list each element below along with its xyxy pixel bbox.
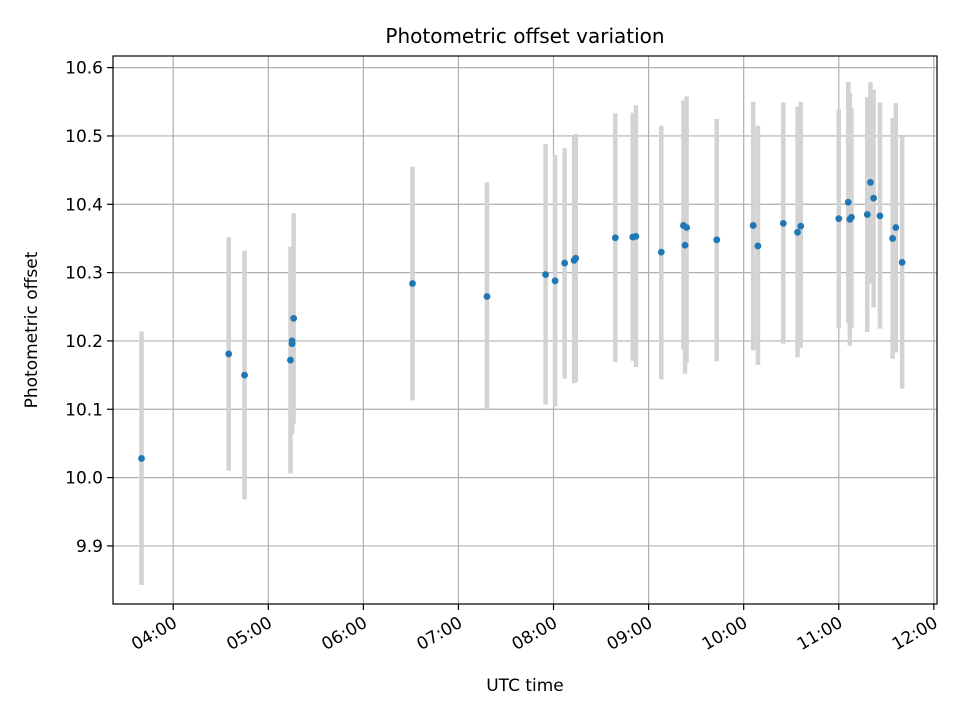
- data-point: [863, 211, 871, 218]
- y-tick-label: 10.0: [65, 469, 103, 489]
- data-point: [749, 222, 757, 229]
- data-point: [892, 224, 900, 231]
- data-point: [683, 224, 691, 231]
- data-point: [870, 194, 878, 202]
- data-point: [713, 236, 721, 244]
- data-point: [561, 259, 569, 267]
- data-point: [898, 258, 906, 266]
- data-point: [876, 212, 884, 220]
- data-point: [754, 242, 762, 250]
- data-point: [138, 455, 145, 462]
- y-tick-label: 10.5: [65, 127, 103, 147]
- data-point: [889, 235, 897, 242]
- data-point: [290, 314, 298, 322]
- data-point: [797, 222, 805, 230]
- data-point: [409, 280, 416, 287]
- chart-title: Photometric offset variation: [385, 24, 664, 48]
- data-point: [835, 215, 843, 223]
- data-point: [542, 271, 549, 279]
- data-point: [657, 248, 665, 256]
- y-tick-label: 10.6: [65, 59, 103, 79]
- y-tick-label: 10.3: [65, 264, 103, 284]
- x-axis-label: UTC time: [486, 676, 564, 696]
- data-point: [844, 198, 852, 206]
- data-point: [241, 371, 248, 379]
- data-point: [572, 254, 580, 262]
- data-point: [483, 293, 491, 300]
- plot-frame: [112, 55, 938, 605]
- y-tick-label: 9.9: [76, 537, 103, 557]
- y-axis-label: Photometric offset: [22, 251, 42, 408]
- data-point: [779, 220, 787, 227]
- data-point: [848, 213, 855, 221]
- y-axis-ticks: 9.9 10.0 10.1 10.2 10.3 10.4 10.5 10.6: [65, 59, 113, 557]
- y-tick-label: 10.4: [65, 195, 103, 215]
- data-point: [225, 350, 233, 358]
- y-tick-label: 10.2: [65, 332, 103, 352]
- data-point: [867, 179, 874, 186]
- data-points: [138, 179, 906, 462]
- data-point: [681, 241, 689, 249]
- data-point: [611, 234, 619, 242]
- data-point: [794, 228, 801, 236]
- data-point: [287, 356, 294, 364]
- y-tick-label: 10.1: [65, 400, 103, 420]
- data-point: [288, 337, 296, 345]
- data-point: [632, 232, 640, 240]
- data-point: [551, 277, 559, 285]
